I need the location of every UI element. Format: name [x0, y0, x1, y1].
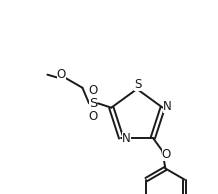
Text: O: O	[162, 148, 171, 161]
Text: S: S	[89, 97, 97, 110]
Text: O: O	[56, 68, 66, 81]
Text: N: N	[122, 132, 131, 145]
Text: S: S	[134, 77, 142, 90]
Text: O: O	[88, 84, 98, 97]
Text: O: O	[88, 110, 98, 123]
Text: N: N	[163, 100, 172, 113]
